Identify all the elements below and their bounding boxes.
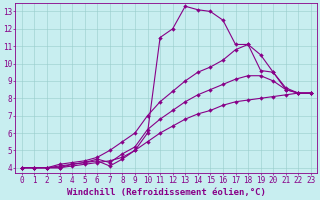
- X-axis label: Windchill (Refroidissement éolien,°C): Windchill (Refroidissement éolien,°C): [67, 188, 266, 197]
